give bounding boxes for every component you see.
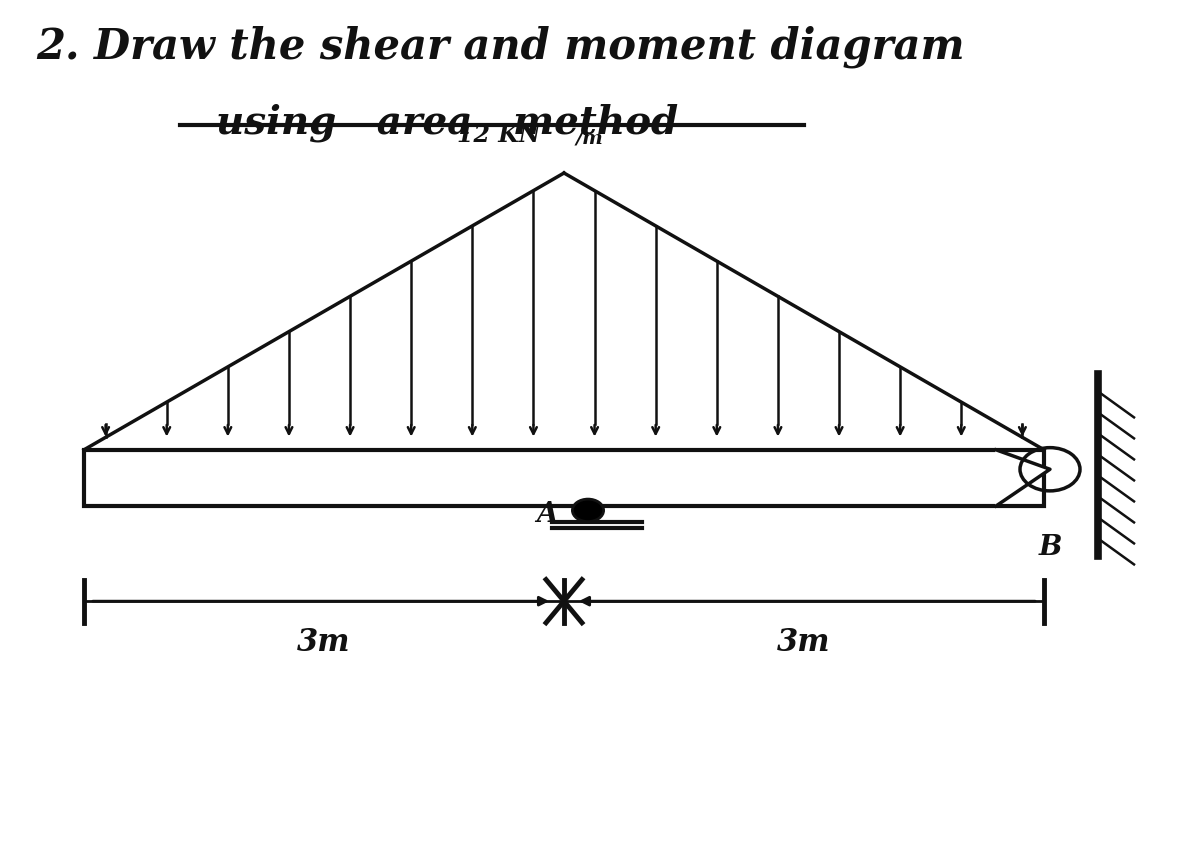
Circle shape — [572, 499, 604, 522]
Text: 3m: 3m — [298, 627, 350, 658]
Bar — [84, 450, 1044, 506]
Text: A: A — [536, 501, 558, 529]
Text: /m: /m — [576, 129, 604, 147]
Text: B: B — [1038, 534, 1062, 561]
Text: 2. Draw the shear and moment diagram: 2. Draw the shear and moment diagram — [36, 26, 965, 68]
Text: 12 KN: 12 KN — [457, 123, 540, 147]
Polygon shape — [996, 450, 1050, 506]
Text: using   area   method: using area method — [216, 104, 678, 143]
Text: 3m: 3m — [778, 627, 830, 658]
